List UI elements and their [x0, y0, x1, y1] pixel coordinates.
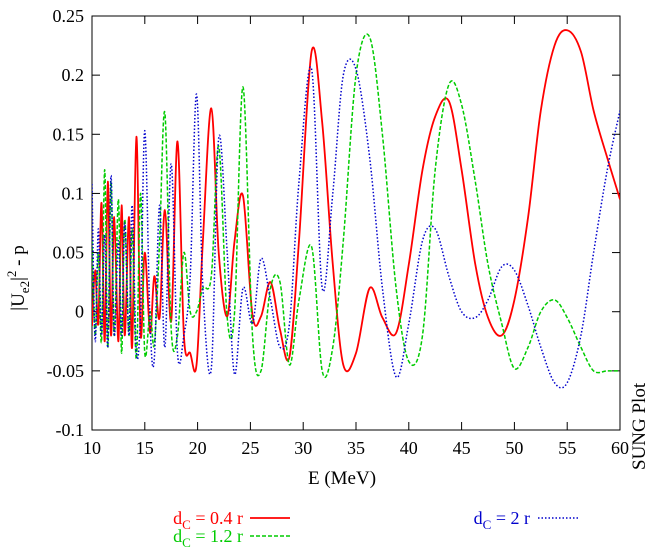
y-tick-label: 0.05 — [53, 243, 85, 263]
x-axis-label: E (MeV) — [308, 468, 376, 489]
x-tick-label: 60 — [611, 438, 629, 458]
y-tick-label: 0 — [75, 302, 84, 322]
x-tick-label: 45 — [453, 438, 471, 458]
x-tick-label: 40 — [400, 438, 418, 458]
y-label-base: |U — [8, 293, 29, 311]
y-label-sup: 2 — [4, 271, 19, 278]
x-tick-label: 30 — [294, 438, 312, 458]
y-label-bar: | — [8, 277, 29, 281]
legend-label-1: dC = 1.2 r — [173, 526, 243, 549]
side-text: SUNG Plot — [629, 382, 650, 470]
series-line-0 — [92, 29, 620, 373]
y-label-tail: - p — [8, 245, 29, 270]
y-tick-label: -0.05 — [47, 361, 85, 381]
legend-label-2: dC = 2 r — [474, 508, 530, 532]
y-tick-label: -0.1 — [56, 420, 85, 440]
y-label-sub: e2 — [17, 281, 32, 293]
series-line-1 — [92, 33, 620, 379]
legend-label-0: dC = 0.4 r — [173, 508, 243, 532]
x-tick-label: 10 — [83, 438, 101, 458]
legend: dC = 0.4 rdC = 1.2 r dC = 2 r — [173, 508, 578, 549]
x-tick-label: 35 — [347, 438, 365, 458]
y-tick-label: 0.1 — [62, 183, 85, 203]
y-tick-label: 0.15 — [53, 124, 85, 144]
x-tick-label: 55 — [558, 438, 576, 458]
x-tick-label: 20 — [189, 438, 207, 458]
y-tick-label: 0.2 — [62, 65, 85, 85]
y-tick-label: 0.25 — [53, 6, 85, 26]
series-layer — [92, 29, 620, 389]
x-tick-label: 25 — [241, 438, 259, 458]
y-axis-label: |Ue2|2 - p — [4, 245, 32, 310]
tick-labels: 10 15 20 25 30 35 40 45 50 55 60 -0.1 -0.05 0 0.05 0.1 0… — [47, 6, 630, 458]
ticks — [91, 15, 621, 431]
x-tick-label: 15 — [136, 438, 154, 458]
x-tick-label: 50 — [505, 438, 523, 458]
series-line-2 — [92, 58, 620, 389]
